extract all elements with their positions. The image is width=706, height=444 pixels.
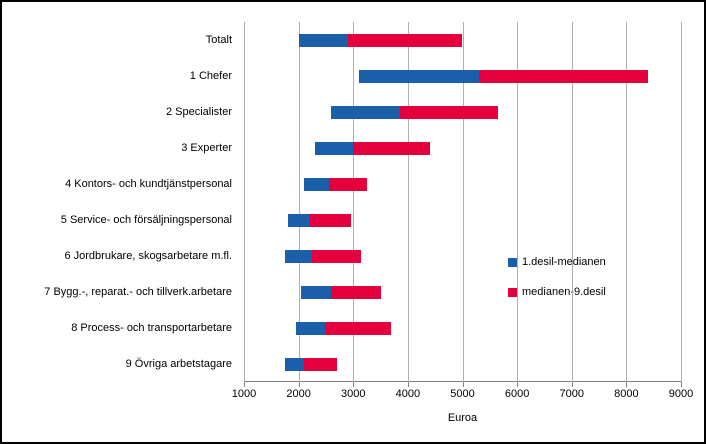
bar-segment-decile1-median xyxy=(287,213,310,227)
bar-segment-median-decile9 xyxy=(304,357,337,371)
x-tick xyxy=(407,382,409,387)
legend-label: medianen-9.desil xyxy=(522,286,606,298)
plot-area: 1.desil-medianen medianen-9.desil xyxy=(244,22,682,387)
category-label: 8 Process- och transportarbetare xyxy=(71,322,232,334)
category-label: 3 Experter xyxy=(181,142,232,154)
bar-segment-decile1-median xyxy=(284,357,305,371)
category-label: 6 Jordbrukare, skogsarbetare m.fl. xyxy=(64,250,232,262)
x-tick xyxy=(462,382,464,387)
x-tick-label: 8000 xyxy=(614,388,639,400)
gridline xyxy=(626,22,628,382)
bar-segment-decile1-median xyxy=(304,177,329,191)
gridline xyxy=(681,22,682,382)
bar-segment-decile1-median xyxy=(315,141,354,155)
x-tick xyxy=(517,382,519,387)
x-tick xyxy=(681,382,682,387)
bar-segment-decile1-median xyxy=(295,321,326,335)
bar-segment-decile1-median xyxy=(298,33,348,47)
category-label: 9 Övriga arbetstagare xyxy=(125,358,232,370)
x-axis-title: Euroa xyxy=(447,412,478,424)
bar-segment-median-decile9 xyxy=(328,177,367,191)
x-tick-label: 5000 xyxy=(450,388,475,400)
x-tick xyxy=(626,382,628,387)
x-tick-label: 3000 xyxy=(341,388,366,400)
bar-segment-decile1-median xyxy=(301,285,332,299)
category-label: 1 Chefer xyxy=(189,70,232,82)
gridline xyxy=(244,22,245,382)
bar-segment-median-decile9 xyxy=(399,105,498,119)
category-label: 7 Bygg.-, reparat.- och tillverk.arbetar… xyxy=(44,286,232,298)
bar-segment-median-decile9 xyxy=(353,141,430,155)
x-tick xyxy=(244,382,245,387)
x-axis: 1000 2000 3000 4000 5000 6000 7000 8000 9000 xyxy=(232,388,693,402)
x-tick xyxy=(353,382,355,387)
bar-segment-decile1-median xyxy=(331,105,400,119)
bar-segment-decile1-median xyxy=(284,249,313,263)
legend-label: 1.desil-medianen xyxy=(522,256,606,268)
bar-segment-median-decile9 xyxy=(325,321,392,335)
gridline xyxy=(298,22,300,382)
gridline xyxy=(407,22,409,382)
bar-segment-median-decile9 xyxy=(309,213,351,227)
bar-segment-median-decile9 xyxy=(312,249,362,263)
bar-segment-median-decile9 xyxy=(478,69,649,83)
gridline xyxy=(517,22,519,382)
x-tick-label: 1000 xyxy=(231,388,257,400)
x-tick-label: 6000 xyxy=(504,388,530,400)
bar-segment-median-decile9 xyxy=(331,285,381,299)
x-tick-label: 7000 xyxy=(559,388,584,400)
x-tick-label: 2000 xyxy=(286,388,311,400)
x-tick xyxy=(298,382,300,387)
x-tick-label: 9000 xyxy=(668,388,694,400)
category-label: 5 Service- och försäljningspersonal xyxy=(60,214,232,226)
x-tick-label: 4000 xyxy=(395,388,421,400)
category-label: 4 Kontors- och kundtjänstpersonal xyxy=(65,178,232,190)
category-label: Totalt xyxy=(205,34,232,46)
category-label: 2 Specialister xyxy=(165,106,232,118)
legend-swatch-red-icon xyxy=(508,287,517,297)
chart-legend: 1.desil-medianen medianen-9.desil xyxy=(508,256,606,298)
gridline xyxy=(571,22,573,382)
legend-swatch-blue-icon xyxy=(508,257,517,267)
legend-item-first-decile-median: 1.desil-medianen xyxy=(508,256,606,268)
gridline xyxy=(353,22,355,382)
gridline xyxy=(462,22,464,382)
legend-item-median-ninth-decile: medianen-9.desil xyxy=(508,286,606,298)
bar-segment-decile1-median xyxy=(358,69,479,83)
category-axis: Totalt 1 Chefer 2 Specialister 3 Experter 4 … xyxy=(2,22,238,382)
bar-segment-median-decile9 xyxy=(347,33,463,47)
x-tick xyxy=(571,382,573,387)
